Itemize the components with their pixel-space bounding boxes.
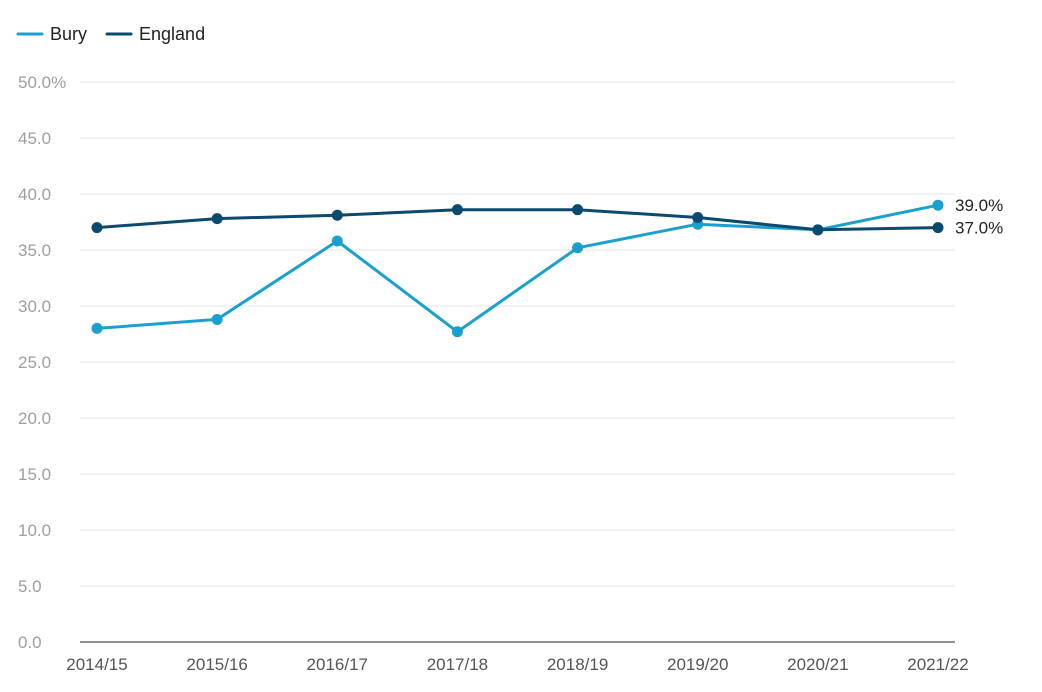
legend-label-1: England [139, 24, 205, 44]
data-point-england [692, 212, 704, 224]
x-tick-label: 2017/18 [427, 655, 488, 674]
data-point-bury [331, 235, 343, 247]
series-points [91, 199, 944, 338]
x-tick-label: 2014/15 [66, 655, 127, 674]
y-tick-label: 0.0 [18, 633, 42, 652]
legend-label-0: Bury [50, 24, 87, 44]
y-tick-label: 25.0 [18, 353, 51, 372]
x-axis-ticks: 2014/15 2015/16 2016/17 2017/18 2018/19 2019/… [66, 655, 968, 674]
data-point-england [211, 213, 223, 225]
data-point-bury [91, 322, 103, 334]
legend: Bury England [16, 24, 205, 44]
data-point-bury [932, 199, 944, 211]
y-axis-ticks: 0.0 5.0 10.0 15.0 20.0 25.0 30.0 35.0 40.0 45.0 50… [18, 73, 66, 652]
data-point-england [812, 224, 824, 236]
x-tick-label: 2015/16 [186, 655, 247, 674]
series-lines [96, 203, 939, 334]
y-tick-label: 10.0 [18, 521, 51, 540]
x-tick-label: 2020/21 [787, 655, 848, 674]
data-point-england [91, 222, 103, 234]
x-tick-label: 2016/17 [307, 655, 368, 674]
y-tick-label: 5.0 [18, 577, 42, 596]
x-tick-label: 2019/20 [667, 655, 728, 674]
gridlines [80, 81, 955, 587]
end-label-england: 37.0% [955, 219, 1003, 238]
y-tick-label: 35.0 [18, 241, 51, 260]
data-point-england [572, 204, 584, 216]
y-tick-label: 15.0 [18, 465, 51, 484]
data-point-england [932, 222, 944, 234]
x-tick-label: 2018/19 [547, 655, 608, 674]
end-labels: 39.0% 37.0% [955, 196, 1003, 237]
data-point-bury [572, 242, 584, 254]
series-line-england [96, 208, 939, 232]
end-label-bury: 39.0% [955, 196, 1003, 215]
data-point-england [451, 204, 463, 216]
data-point-bury [451, 326, 463, 338]
y-tick-label: 20.0 [18, 409, 51, 428]
data-point-england [331, 209, 343, 221]
y-tick-label: 40.0 [18, 185, 51, 204]
y-tick-label: 45.0 [18, 129, 51, 148]
y-tick-label: 30.0 [18, 297, 51, 316]
y-tick-label: 50.0% [18, 73, 66, 92]
data-point-bury [211, 313, 223, 325]
series-line-bury [96, 203, 939, 334]
x-tick-label: 2021/22 [907, 655, 968, 674]
